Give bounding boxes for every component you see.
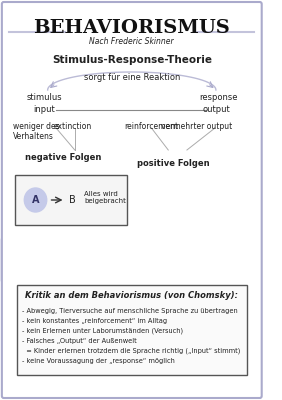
- Text: weniger des
Verhaltens: weniger des Verhaltens: [13, 122, 60, 141]
- Circle shape: [24, 188, 47, 212]
- FancyBboxPatch shape: [0, 238, 19, 282]
- FancyBboxPatch shape: [2, 2, 262, 398]
- Text: stimulus: stimulus: [26, 92, 62, 102]
- Text: BEHAVIORISMUS: BEHAVIORISMUS: [33, 19, 230, 37]
- Text: vermehrter output: vermehrter output: [160, 122, 232, 131]
- Text: Stimulus-Response-Theorie: Stimulus-Response-Theorie: [52, 55, 212, 65]
- Text: - kein konstantes „reinforcement“ im Alltag: - kein konstantes „reinforcement“ im All…: [23, 318, 168, 324]
- Text: = Kinder erlernen trotzdem die Sprache richtig („Input“ stimmt): = Kinder erlernen trotzdem die Sprache r…: [23, 348, 241, 354]
- Text: - keine Voraussagung der „response“ möglich: - keine Voraussagung der „response“ mögl…: [23, 358, 175, 364]
- FancyBboxPatch shape: [17, 285, 247, 375]
- Text: negative Folgen: negative Folgen: [25, 154, 102, 162]
- Text: reinforcement: reinforcement: [124, 122, 179, 131]
- Text: - kein Erlernen unter Laborumständen (Versuch): - kein Erlernen unter Laborumständen (Ve…: [23, 328, 184, 334]
- Text: response: response: [199, 92, 237, 102]
- Text: - Falsches „Output“ der Außenwelt: - Falsches „Output“ der Außenwelt: [23, 338, 137, 344]
- Text: Nach Frederic Skinner: Nach Frederic Skinner: [89, 38, 174, 46]
- Text: output: output: [202, 106, 230, 114]
- Text: Kritik an dem Behaviorismus (von Chomsky):: Kritik an dem Behaviorismus (von Chomsky…: [25, 290, 238, 300]
- Text: positive Folgen: positive Folgen: [136, 158, 209, 168]
- FancyBboxPatch shape: [15, 175, 127, 225]
- Text: A: A: [32, 195, 39, 205]
- Text: input: input: [34, 106, 55, 114]
- Text: - Abwegig, Tierversuche auf menschliche Sprache zu übertragen: - Abwegig, Tierversuche auf menschliche …: [23, 308, 238, 314]
- Text: Alles wird
beigebracht: Alles wird beigebracht: [84, 192, 126, 204]
- FancyBboxPatch shape: [234, 238, 252, 282]
- Text: B: B: [69, 195, 76, 205]
- Text: extinction: extinction: [54, 122, 92, 131]
- Text: sorgt für eine Reaktion: sorgt für eine Reaktion: [83, 74, 180, 82]
